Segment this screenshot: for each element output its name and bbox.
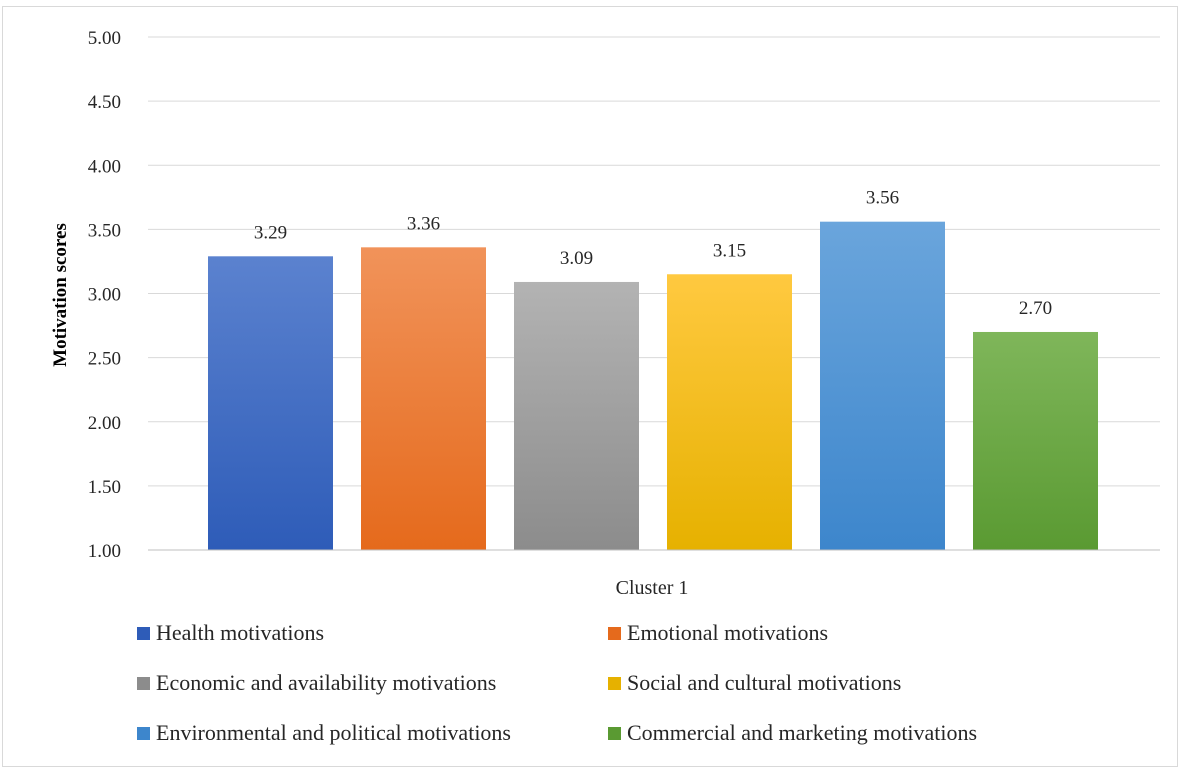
y-tick-label: 1.00: [88, 541, 121, 562]
legend-swatch: [137, 727, 150, 740]
data-labels: 3.29 3.36 3.09 3.15 3.56 2.70: [254, 188, 1052, 319]
bar-2: [361, 247, 486, 550]
y-axis-ticks: 1.00 1.50 2.00 2.50 3.00 3.50 4.00 4.50 5.00: [88, 28, 121, 562]
y-tick-label: 4.00: [88, 156, 121, 177]
y-tick-label: 2.00: [88, 413, 121, 434]
legend-label: Commercial and marketing motivations: [627, 720, 977, 745]
bars: [208, 221, 1098, 550]
bar-6: [973, 331, 1098, 550]
legend: Health motivations Emotional motivations E…: [137, 620, 977, 745]
data-label: 3.56: [866, 188, 899, 209]
y-tick-label: 3.50: [88, 220, 121, 241]
legend-label: Environmental and political motivations: [156, 720, 511, 745]
y-axis-label: Motivation scores: [50, 223, 71, 367]
data-label: 2.70: [1019, 298, 1052, 319]
y-tick-label: 1.50: [88, 477, 121, 498]
legend-label: Economic and availability motivations: [156, 670, 496, 695]
data-label: 3.36: [407, 213, 440, 234]
legend-swatch: [608, 727, 621, 740]
legend-swatch: [608, 627, 621, 640]
y-tick-label: 5.00: [88, 28, 121, 49]
bar-4: [667, 274, 792, 550]
legend-swatch: [137, 677, 150, 690]
legend-label: Health motivations: [156, 620, 324, 645]
bar-1: [208, 256, 333, 550]
y-tick-label: 4.50: [88, 92, 121, 113]
bar-5: [820, 221, 945, 550]
bar-3: [514, 281, 639, 550]
legend-label: Social and cultural motivations: [627, 670, 901, 695]
legend-label: Emotional motivations: [627, 620, 828, 645]
data-label: 3.09: [560, 248, 593, 269]
x-category-label: Cluster 1: [616, 577, 689, 599]
legend-swatch: [137, 627, 150, 640]
data-label: 3.29: [254, 222, 287, 243]
y-tick-label: 3.00: [88, 285, 121, 306]
y-tick-label: 2.50: [88, 349, 121, 370]
data-label: 3.15: [713, 240, 746, 261]
legend-swatch: [608, 677, 621, 690]
